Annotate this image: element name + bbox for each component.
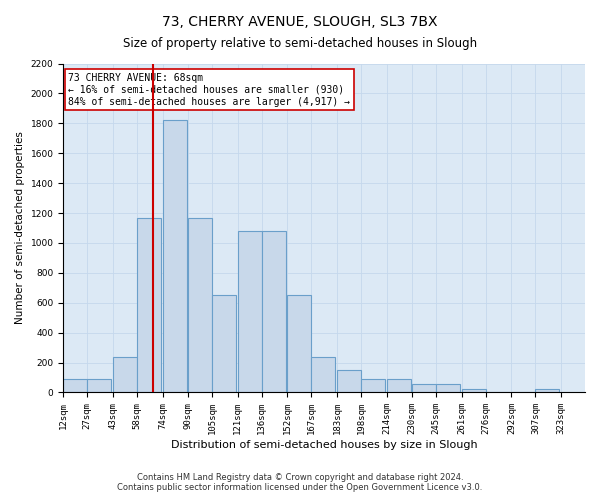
Bar	[361, 379, 385, 392]
Bar	[113, 356, 137, 392]
X-axis label: Distribution of semi-detached houses by size in Slough: Distribution of semi-detached houses by …	[171, 440, 478, 450]
Bar	[386, 379, 410, 392]
Bar	[337, 370, 361, 392]
Bar	[262, 231, 286, 392]
Bar	[163, 120, 187, 392]
Text: 73, CHERRY AVENUE, SLOUGH, SL3 7BX: 73, CHERRY AVENUE, SLOUGH, SL3 7BX	[162, 15, 438, 29]
Text: Contains HM Land Registry data © Crown copyright and database right 2024.
Contai: Contains HM Land Registry data © Crown c…	[118, 473, 482, 492]
Bar	[87, 379, 111, 392]
Bar	[436, 384, 460, 392]
Bar	[535, 390, 559, 392]
Text: Size of property relative to semi-detached houses in Slough: Size of property relative to semi-detach…	[123, 38, 477, 51]
Bar	[137, 218, 161, 392]
Bar	[238, 231, 262, 392]
Bar	[63, 379, 87, 392]
Bar	[287, 296, 311, 392]
Bar	[412, 384, 436, 392]
Bar	[212, 296, 236, 392]
Y-axis label: Number of semi-detached properties: Number of semi-detached properties	[15, 132, 25, 324]
Bar	[188, 218, 212, 392]
Bar	[462, 390, 486, 392]
Bar	[311, 356, 335, 392]
Text: 73 CHERRY AVENUE: 68sqm
← 16% of semi-detached houses are smaller (930)
84% of s: 73 CHERRY AVENUE: 68sqm ← 16% of semi-de…	[68, 74, 350, 106]
